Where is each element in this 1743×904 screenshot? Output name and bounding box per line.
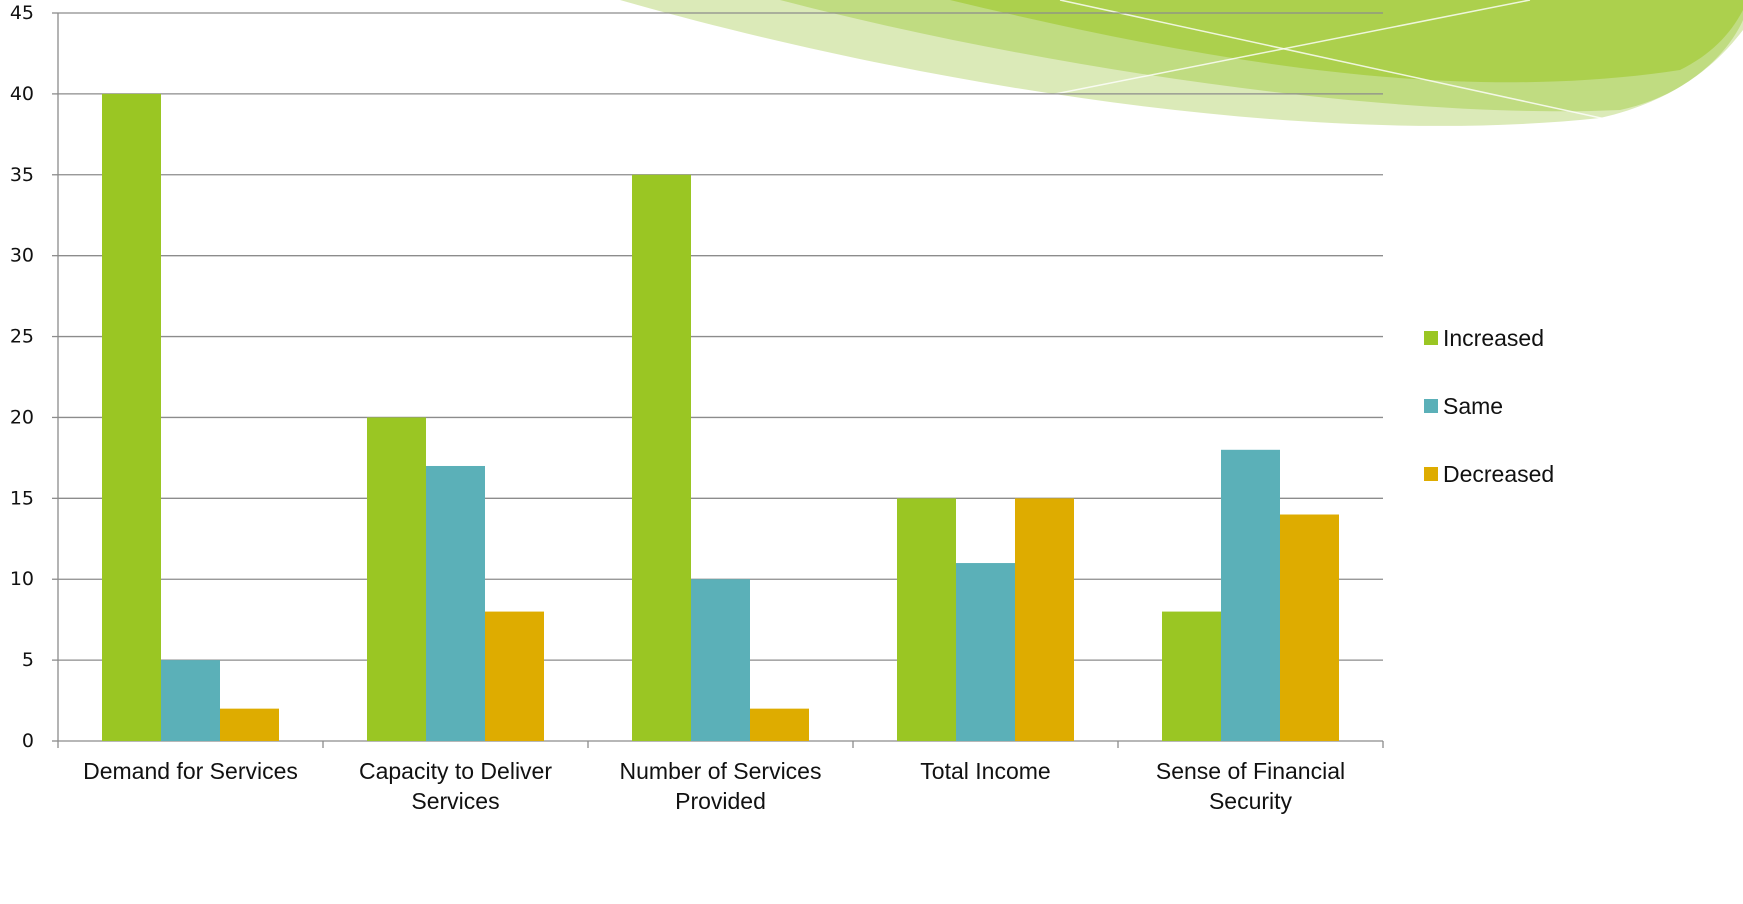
x-category-label: Provided [675,788,766,814]
bar-increased-0 [102,93,161,741]
legend-label-decreased: Decreased [1443,461,1554,487]
legend-swatch-decreased [1424,467,1438,481]
bar-decreased-3 [1015,498,1074,741]
x-category-label: Capacity to Deliver [359,758,552,784]
bar-same-4 [1221,449,1280,741]
x-category-label: Sense of Financial [1156,758,1345,784]
y-tick-label: 40 [10,83,34,105]
gridlines [58,12,1383,661]
x-axis-category-labels: Demand for Services Capacity to Deliver Se… [83,758,1345,814]
legend-label-increased: Increased [1443,325,1544,351]
x-category-label: Total Income [920,758,1050,784]
bar-decreased-2 [750,708,809,741]
x-category-label: Number of Services [620,758,822,784]
bar-decreased-1 [485,611,544,741]
legend: Increased Same Decreased [1424,325,1554,487]
y-tick-label: 25 [10,326,34,348]
bar-increased-4 [1162,611,1221,741]
legend-label-same: Same [1443,393,1503,419]
y-tick-label: 5 [22,649,34,671]
bar-increased-1 [367,417,426,741]
x-category-label: Services [411,788,499,814]
y-tick-label: 10 [10,568,34,590]
y-tick-label: 45 [10,2,34,24]
x-category-label: Demand for Services [83,758,298,784]
y-tick-label: 0 [22,730,34,752]
bar-decreased-4 [1280,514,1339,741]
bar-increased-2 [632,174,691,741]
bar-same-0 [161,660,220,741]
decorative-swoosh [620,0,1743,126]
y-tick-label: 30 [10,245,34,267]
bar-same-2 [691,579,750,741]
legend-swatch-increased [1424,331,1438,345]
bar-decreased-0 [220,708,279,741]
y-tick-label: 35 [10,164,34,186]
bars [102,93,1339,741]
x-category-label: Security [1209,788,1293,814]
bar-same-1 [426,465,485,741]
y-tick-label: 20 [10,406,34,428]
y-tick-label: 15 [10,487,34,509]
y-axis-tick-labels: 0 5 10 15 20 25 30 35 40 45 [10,2,34,752]
bar-same-3 [956,563,1015,741]
bar-increased-3 [897,498,956,741]
legend-swatch-same [1424,399,1438,413]
